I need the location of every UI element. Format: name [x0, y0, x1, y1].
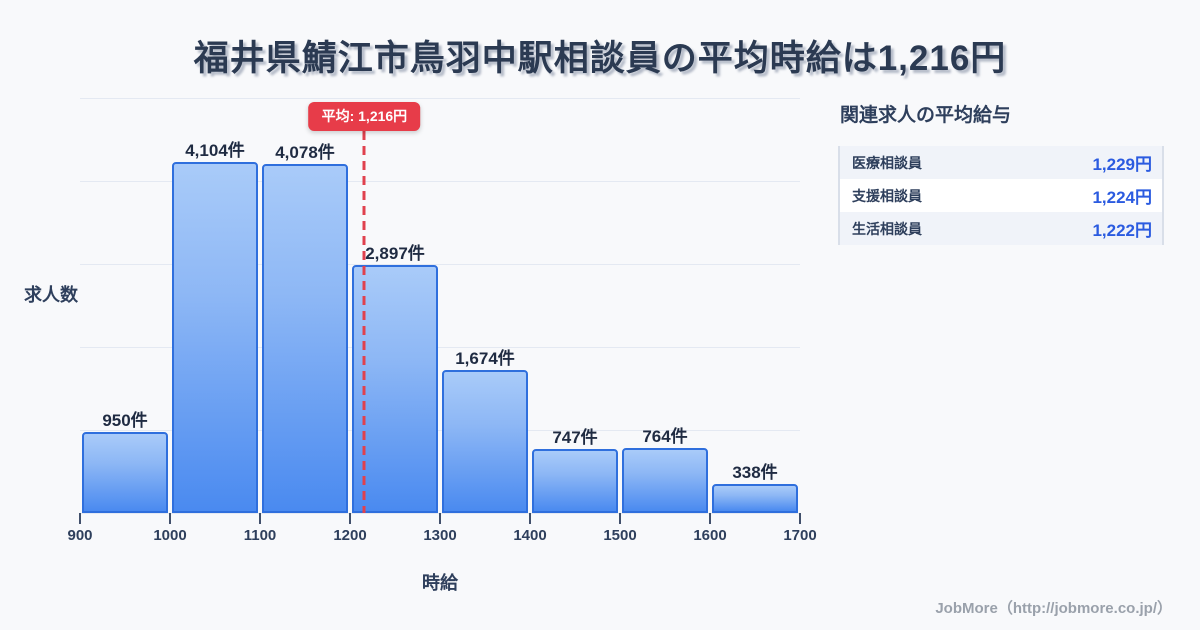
gridline — [80, 264, 800, 265]
x-tick-label: 1200 — [333, 527, 367, 544]
x-tick-label: 1600 — [693, 527, 727, 544]
related-jobs-table: 医療相談員 1,229円 支援相談員 1,224円 生活相談員 1,222円 — [838, 146, 1164, 245]
x-tick-label: 1000 — [153, 527, 187, 544]
histogram-bar — [622, 448, 708, 513]
histogram-bar — [82, 432, 168, 513]
mean-badge: 平均: 1,216円 — [308, 102, 421, 131]
y-axis-label: 求人数 — [24, 285, 78, 305]
gridline — [80, 98, 800, 99]
x-tick — [619, 513, 621, 524]
histogram-bar — [442, 370, 528, 513]
x-tick-label: 1300 — [423, 527, 457, 544]
histogram-bar — [352, 265, 438, 513]
x-tick — [169, 513, 171, 524]
x-tick-label: 1400 — [513, 527, 547, 544]
histogram-bar — [172, 162, 258, 513]
table-row: 生活相談員 1,222円 — [840, 212, 1162, 245]
x-tick — [79, 513, 81, 524]
mean-line — [362, 131, 366, 513]
x-tick-label: 900 — [67, 527, 93, 544]
gridline — [80, 347, 800, 348]
x-tick — [349, 513, 351, 524]
job-wage: 1,224円 — [1092, 188, 1152, 207]
table-row: 医療相談員 1,229円 — [840, 146, 1162, 179]
x-tick-label: 1100 — [243, 527, 277, 544]
bar-value-label: 2,897件 — [365, 244, 425, 263]
x-tick — [259, 513, 261, 524]
table-row: 支援相談員 1,224円 — [840, 179, 1162, 212]
bar-value-label: 764件 — [642, 427, 688, 446]
footer-credit: JobMore（http://jobmore.co.jp/） — [935, 600, 1172, 617]
job-label: 生活相談員 — [852, 220, 922, 237]
plot-area: 平均: 1,216円 950件 4,104件 4,078件 2,897件 1,674件 7… — [67, 98, 817, 544]
bar-value-label: 950件 — [102, 411, 148, 430]
histogram-bar — [532, 449, 618, 513]
x-tick — [529, 513, 531, 524]
gridline — [80, 181, 800, 182]
x-tick — [439, 513, 441, 524]
job-wage: 1,222円 — [1092, 221, 1152, 240]
x-tick — [709, 513, 711, 524]
bar-value-label: 4,104件 — [185, 141, 245, 160]
bar-value-label: 338件 — [732, 463, 778, 482]
related-jobs-title: 関連求人の平均給与 — [840, 105, 1012, 126]
x-axis-label: 時給 — [422, 573, 458, 593]
job-wage: 1,229円 — [1092, 155, 1152, 174]
page-title: 福井県鯖江市鳥羽中駅相談員の平均時給は1,216円 — [193, 39, 1007, 78]
job-label: 医療相談員 — [852, 154, 922, 171]
job-label: 支援相談員 — [852, 187, 922, 204]
histogram-bar — [262, 164, 348, 513]
bar-value-label: 747件 — [552, 428, 598, 447]
x-tick-label: 1500 — [603, 527, 637, 544]
bar-value-label: 1,674件 — [455, 349, 515, 368]
histogram-bar — [712, 484, 798, 513]
x-tick — [799, 513, 801, 524]
x-tick-label: 1700 — [783, 527, 817, 544]
bar-value-label: 4,078件 — [275, 143, 335, 162]
gridline — [80, 430, 800, 431]
